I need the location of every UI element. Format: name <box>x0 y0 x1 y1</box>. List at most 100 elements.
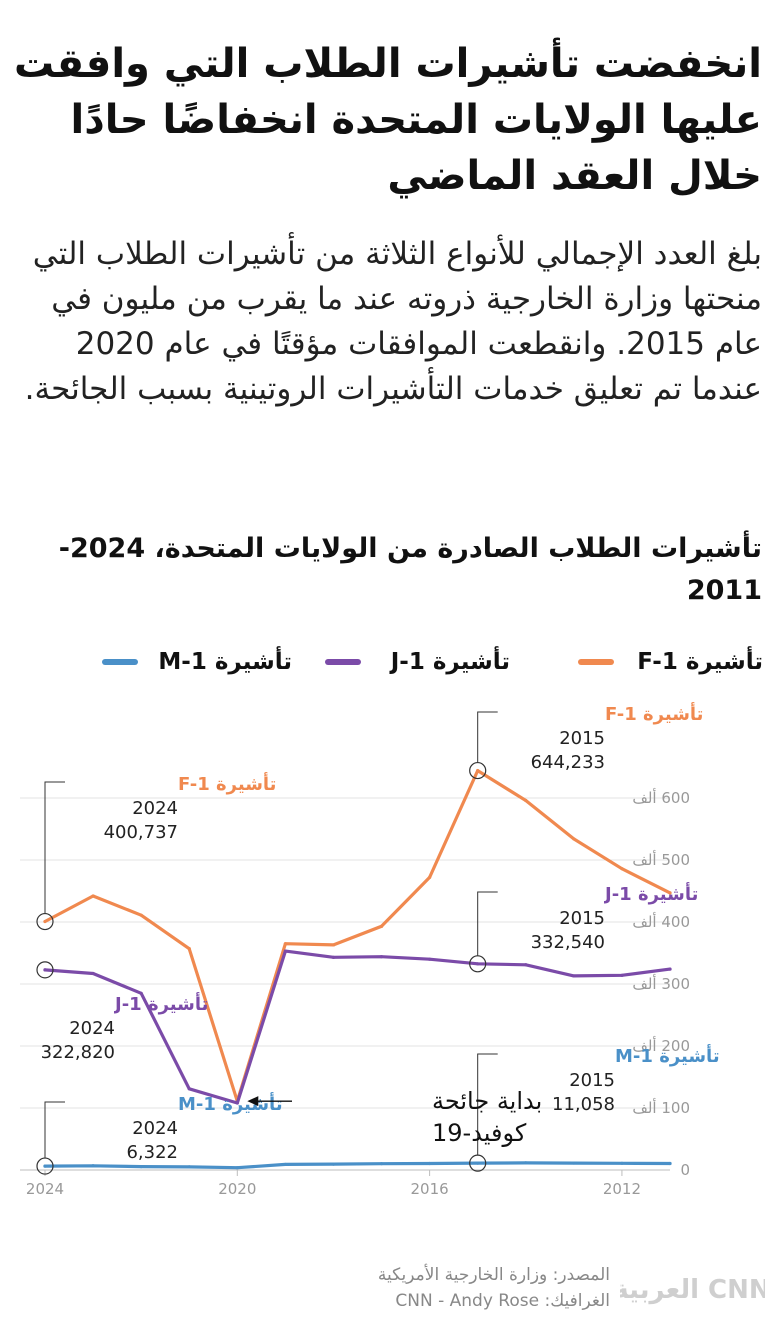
annotation-value: 322,820 <box>41 1042 115 1063</box>
series-line-m1 <box>43 1161 672 1170</box>
annotation-marker <box>469 955 487 973</box>
data-point-j1 <box>235 1101 239 1105</box>
data-point-m1 <box>668 1161 672 1166</box>
headline: انخفضت تأشيرات الطلاب التي وافقت عليها ا… <box>14 41 762 199</box>
annotation-value: 644,233 <box>531 752 605 773</box>
legend-item-j1: تأشيرة J-1 <box>325 645 510 681</box>
data-point-m1 <box>572 1161 576 1165</box>
annotation-leader <box>477 891 498 956</box>
annotation-j1-2015: تأشيرة J-1 2015 332,540 <box>469 882 698 973</box>
annotation-series-label: تأشيرة F-1 <box>178 772 276 795</box>
annotation-series-label: تأشيرة J-1 <box>603 882 698 905</box>
x-tick-label: 2012 <box>603 1180 641 1198</box>
annotation-leader <box>477 711 498 763</box>
data-point-f1 <box>283 942 287 946</box>
data-point-j1 <box>91 971 95 976</box>
data-point-f1 <box>572 837 576 841</box>
annotation-marker <box>36 1157 54 1175</box>
annotation-series-label: تأشيرة M-1 <box>178 1092 283 1115</box>
data-point-f1 <box>620 867 624 871</box>
data-point-m1 <box>139 1164 143 1169</box>
y-tick-label: 300 ألف <box>632 974 690 993</box>
data-point-f1 <box>187 947 191 951</box>
data-point-m1 <box>524 1161 528 1165</box>
data-point-f1 <box>331 943 336 947</box>
series-line-j1 <box>43 949 672 1105</box>
data-point-j1 <box>668 967 672 971</box>
intro-paragraph: بلغ العدد الإجمالي للأنواع الثلاثة من تأ… <box>24 236 762 407</box>
data-point-m1 <box>428 1161 432 1166</box>
legend-swatch-f1 <box>578 659 614 665</box>
data-point-m1 <box>476 1161 480 1165</box>
cnn-arabic-logo: العربية CNN <box>620 1275 765 1305</box>
y-tick-label: 400 ألف <box>632 912 690 931</box>
source-line: المصدر: وزارة الخارجية الأمريكية <box>377 1265 610 1285</box>
annotation-marker <box>36 961 54 979</box>
annotation-value: 6,322 <box>126 1142 178 1163</box>
data-point-j1 <box>187 1087 191 1091</box>
annotation-leader <box>44 781 65 914</box>
data-point-m1 <box>620 1161 624 1165</box>
legend-label-m1: تأشيرة M-1 <box>158 649 292 675</box>
covid-event-note: بداية جائحة كوفيد-19 <box>247 1087 542 1147</box>
y-tick-label: 600 ألف <box>632 788 690 807</box>
line-chart: 0 100 ألف 200 ألف 300 ألف 400 ألف 500 ألف 600 … <box>20 702 720 1198</box>
annotation-year: 2024 <box>132 1118 178 1139</box>
annotation-leader <box>477 1053 498 1156</box>
annotation-value: 11,058 <box>552 1094 615 1115</box>
data-point-m1 <box>187 1165 191 1169</box>
data-point-j1 <box>620 973 624 977</box>
annotation-series-label: تأشيرة F-1 <box>605 702 703 725</box>
y-tick-label: 100 ألف <box>632 1098 690 1117</box>
data-point-m1 <box>331 1162 336 1166</box>
data-point-j1 <box>572 974 576 978</box>
data-point-m1 <box>43 1164 47 1168</box>
event-note-line-1: بداية جائحة <box>432 1087 542 1115</box>
annotation-marker <box>469 761 487 780</box>
annotation-value: 332,540 <box>531 932 605 953</box>
data-point-j1 <box>428 957 432 961</box>
data-point-j1 <box>476 962 480 966</box>
data-point-f1 <box>428 875 432 879</box>
x-tick-label: 2024 <box>26 1180 64 1198</box>
chart-legend: تأشيرة F-1 تأشيرة J-1 تأشيرة M-1 <box>0 645 780 681</box>
data-point-m1 <box>91 1164 95 1168</box>
annotation-marker <box>469 1154 487 1172</box>
annotation-year: 2024 <box>69 1018 115 1039</box>
credit-line: الغرافيك: CNN - Andy Rose <box>395 1291 610 1311</box>
x-tick-label: 2020 <box>218 1180 256 1198</box>
x-tick-label: 2016 <box>411 1180 449 1198</box>
data-point-j1 <box>43 968 47 972</box>
data-point-m1 <box>379 1162 384 1166</box>
data-point-j1 <box>524 963 528 967</box>
annotation-year: 2015 <box>569 1070 615 1091</box>
legend-label-j1: تأشيرة J-1 <box>390 649 510 675</box>
annotation-value: 400,737 <box>104 822 178 843</box>
data-point-f1 <box>91 894 95 898</box>
data-point-j1 <box>283 949 287 953</box>
data-point-f1 <box>476 768 480 773</box>
data-point-f1 <box>379 924 384 928</box>
data-point-f1 <box>43 919 47 924</box>
event-arrow-head <box>247 1096 259 1107</box>
annotation-marker <box>36 912 54 931</box>
annotation-year: 2015 <box>559 908 605 929</box>
legend-item-m1: تأشيرة M-1 <box>102 645 292 681</box>
legend-swatch-j1 <box>325 659 361 665</box>
annotation-year: 2015 <box>559 728 605 749</box>
event-note-line-2: كوفيد-19 <box>432 1119 527 1147</box>
annotation-leader <box>44 1101 65 1159</box>
source-credit: المصدر: وزارة الخارجية الأمريكية الغرافي… <box>190 1262 610 1314</box>
data-point-f1 <box>139 913 143 917</box>
data-point-m1 <box>235 1166 239 1170</box>
annotation-year: 2024 <box>132 798 178 819</box>
data-point-j1 <box>379 955 384 959</box>
annotation-series-label: تأشيرة J-1 <box>113 992 208 1015</box>
legend-swatch-m1 <box>102 659 138 665</box>
y-tick-label: 0 <box>680 1161 690 1179</box>
data-point-f1 <box>524 798 528 803</box>
legend-label-f1: تأشيرة F-1 <box>637 649 763 675</box>
